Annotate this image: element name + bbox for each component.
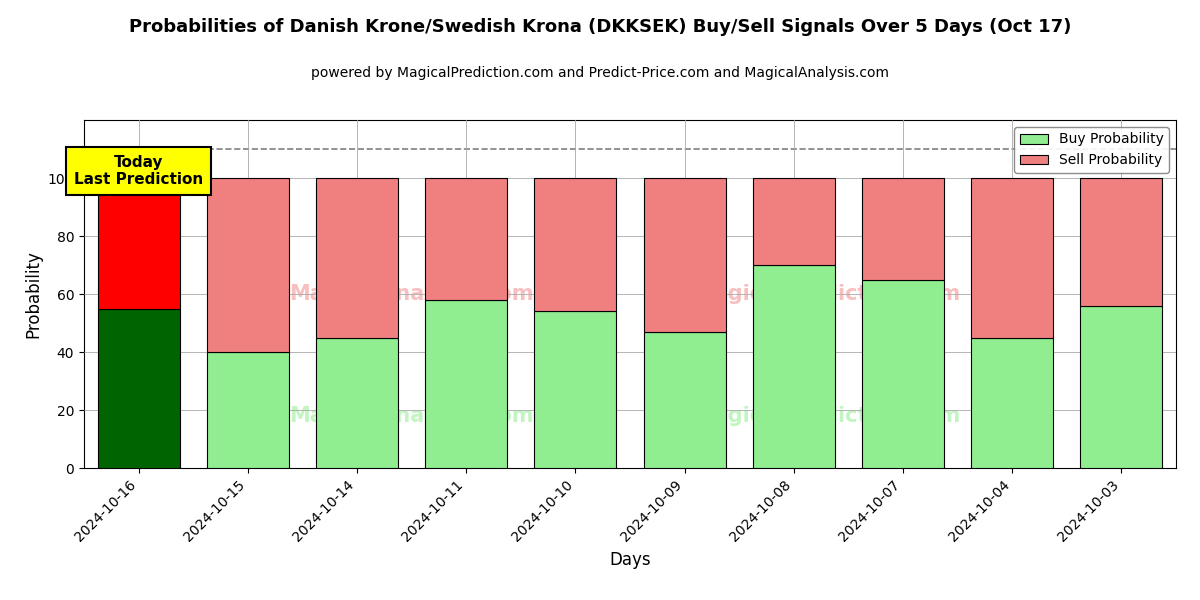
Text: Probabilities of Danish Krone/Swedish Krona (DKKSEK) Buy/Sell Signals Over 5 Day: Probabilities of Danish Krone/Swedish Kr… (128, 18, 1072, 36)
Bar (752, 178, 835, 265)
X-axis label: Days: Days (610, 551, 650, 569)
Bar (534, 311, 617, 468)
Text: MagicalAnalysis.com: MagicalAnalysis.com (289, 406, 534, 426)
Bar (425, 300, 508, 468)
Bar (316, 178, 398, 337)
Bar (534, 178, 617, 311)
Bar (1080, 305, 1163, 468)
Bar (206, 178, 289, 352)
Bar (643, 178, 726, 332)
Bar (1080, 178, 1163, 305)
Legend: Buy Probability, Sell Probability: Buy Probability, Sell Probability (1014, 127, 1169, 173)
Bar (97, 178, 180, 308)
Bar (97, 308, 180, 468)
Bar (971, 337, 1054, 468)
Bar (643, 332, 726, 468)
Bar (206, 352, 289, 468)
Bar (425, 178, 508, 300)
Y-axis label: Probability: Probability (24, 250, 42, 338)
Text: powered by MagicalPrediction.com and Predict-Price.com and MagicalAnalysis.com: powered by MagicalPrediction.com and Pre… (311, 66, 889, 80)
Text: Today
Last Prediction: Today Last Prediction (74, 155, 203, 187)
Text: MagicalPrediction.com: MagicalPrediction.com (692, 406, 960, 426)
Text: MagicalAnalysis.com: MagicalAnalysis.com (289, 284, 534, 304)
Text: MagicalPrediction.com: MagicalPrediction.com (692, 284, 960, 304)
Bar (862, 280, 944, 468)
Bar (862, 178, 944, 280)
Bar (316, 337, 398, 468)
Bar (971, 178, 1054, 337)
Bar (752, 265, 835, 468)
